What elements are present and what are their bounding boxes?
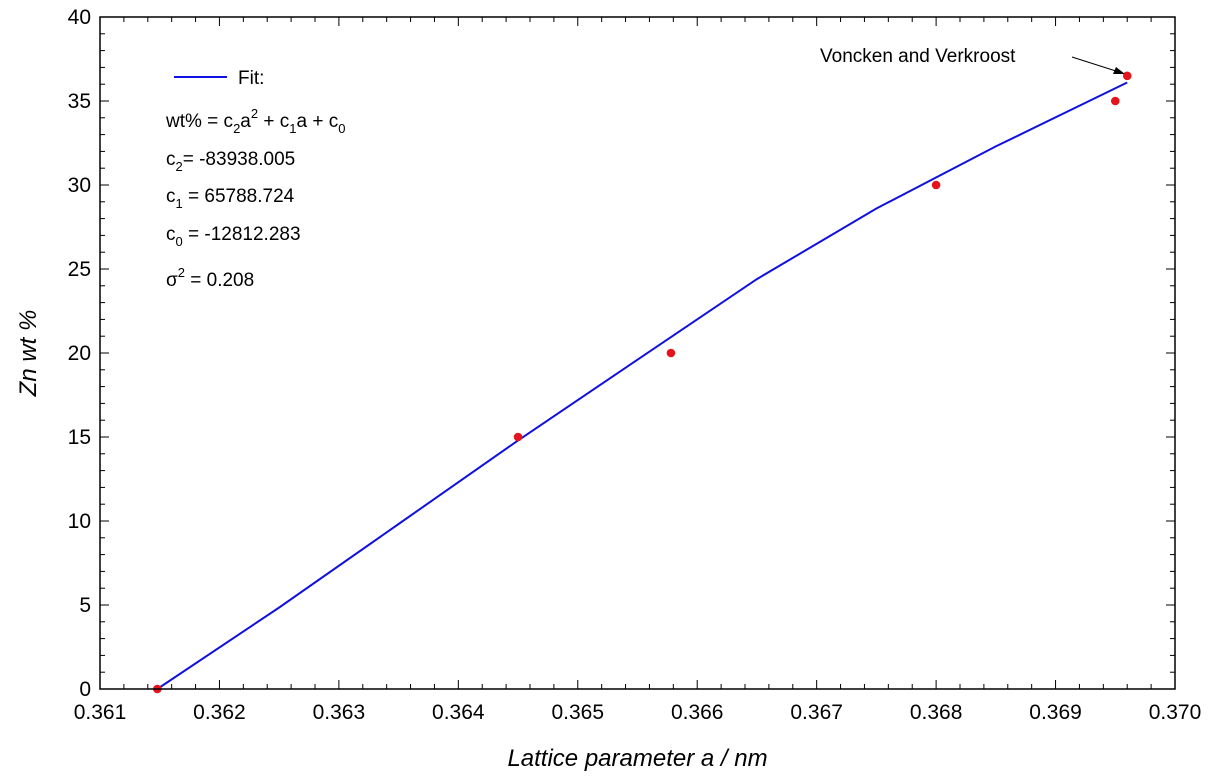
series-layer	[153, 71, 1132, 694]
fit-coefficient-c2: c2= -83938.005	[166, 149, 295, 174]
legend: Fit: wt% = c2a2 + c1a + c0 c2= -83938.00…	[165, 68, 345, 291]
x-tick-label: 0.367	[790, 701, 843, 724]
x-tick-label: 0.369	[1029, 701, 1082, 724]
x-tick-label: 0.364	[432, 701, 485, 724]
y-tick-label: 10	[68, 510, 91, 533]
annotation-arrow	[1071, 56, 1120, 73]
y-tick-label: 25	[68, 258, 91, 281]
annotation: Voncken and Verkroost	[820, 46, 1125, 74]
data-point	[513, 432, 523, 442]
x-tick-label: 0.365	[551, 701, 604, 724]
x-tick-label: 0.366	[671, 701, 724, 724]
x-tick-label: 0.368	[910, 701, 963, 724]
axis-ticks	[99, 16, 1176, 690]
x-tick-label: 0.370	[1149, 701, 1202, 724]
legend-fit-label: Fit:	[238, 68, 264, 89]
y-axis-title: Zn wt %	[15, 310, 42, 398]
fit-equation: wt% = c2a2 + c1a + c0	[165, 106, 345, 136]
annotation-label: Voncken and Verkroost	[820, 46, 1016, 67]
fit-coefficient-c0: c0 = -12812.283	[166, 224, 301, 249]
y-tick-label: 5	[79, 594, 91, 617]
fit-coefficient-c1: c1 = 65788.724	[166, 186, 295, 211]
data-point	[666, 348, 676, 358]
y-tick-label: 35	[68, 90, 91, 113]
data-point	[1122, 71, 1132, 81]
x-tick-label: 0.363	[313, 701, 366, 724]
y-tick-label: 0	[79, 678, 91, 701]
x-axis-title: Lattice parameter a / nm	[507, 745, 767, 772]
y-tick-label: 40	[68, 6, 91, 29]
data-point	[1110, 96, 1120, 106]
y-tick-label: 30	[68, 174, 91, 197]
fit-variance: σ2 = 0.208	[166, 265, 254, 291]
fit-line	[156, 81, 1128, 690]
annotation-arrowhead	[1113, 67, 1125, 74]
x-tick-label: 0.362	[193, 701, 246, 724]
x-tick-label: 0.361	[74, 701, 127, 724]
plot-frame	[99, 16, 1176, 690]
y-tick-label: 20	[68, 342, 91, 365]
y-tick-label: 15	[68, 426, 91, 449]
data-point	[931, 180, 941, 190]
axis-tick-labels: 0.361 0.362 0.363 0.364 0.365 0.366 0.367 0.368…	[68, 6, 1202, 724]
